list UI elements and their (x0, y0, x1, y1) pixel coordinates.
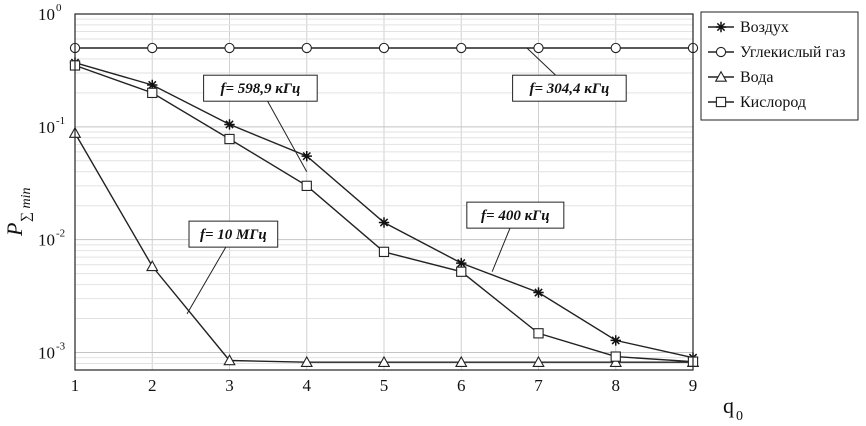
y-axis-label-group: P∑ min (2, 188, 34, 237)
axis-labels: q 0 P∑ min (2, 188, 743, 424)
data-point (532, 355, 545, 368)
plot-frame (74, 13, 694, 371)
legend: Воздух Углекислый газ Вода Кислород (700, 11, 859, 121)
annotation-leader (259, 87, 308, 172)
y-tick-label: 10 (38, 231, 55, 250)
data-point (610, 42, 621, 54)
data-point (224, 42, 235, 54)
y-axis-label-sub: ∑ min (19, 188, 34, 222)
data-point (610, 351, 621, 362)
legend-label: Кислород (740, 94, 806, 111)
x-tick-label: 8 (612, 376, 621, 395)
data-point (456, 266, 467, 277)
legend-label: Вода (740, 69, 773, 86)
x-tick-label: 9 (689, 376, 698, 395)
y-tick-label: 10 (38, 118, 55, 137)
x-axis-label: q (723, 393, 734, 418)
annotation-box (466, 201, 565, 229)
legend-label: Углекислый газ (740, 44, 845, 61)
data-point (715, 46, 727, 58)
y-tick-exponent: 0 (56, 2, 62, 14)
y-tick-exponent: -1 (56, 115, 65, 127)
data-point (714, 70, 728, 82)
data-point (378, 42, 390, 54)
series-group (68, 42, 700, 368)
data-point (378, 217, 390, 228)
x-axis-label-sub: 0 (736, 409, 743, 424)
data-point (456, 42, 467, 54)
data-point (533, 328, 544, 339)
data-point (301, 150, 312, 162)
x-tick-label: 4 (303, 376, 312, 395)
data-point (533, 42, 544, 54)
y-tick-label: 10 (38, 5, 55, 24)
data-point (146, 259, 159, 272)
data-point (377, 355, 391, 368)
annotation-text: f= 400 кГц (481, 208, 550, 224)
data-point (455, 355, 468, 368)
y-tick-label: 10 (38, 344, 55, 363)
data-point (715, 96, 727, 108)
data-point (610, 335, 621, 346)
x-tick-label: 1 (71, 376, 80, 395)
annotation-text: f= 304,4 кГц (529, 81, 609, 97)
annotation-box (188, 220, 279, 248)
x-tick-label: 7 (534, 376, 543, 395)
annotation-text: f= 10 МГц (200, 227, 267, 243)
annotation-text: f= 598,9 кГц (220, 81, 300, 97)
data-point (147, 79, 158, 91)
data-point (378, 246, 390, 258)
y-axis-label: P (2, 223, 27, 237)
annotations: f= 598,9 кГц f= 304,4 кГц f= 10 МГц f= 400 … (186, 47, 627, 315)
data-point (533, 287, 544, 298)
data-point (456, 257, 467, 269)
data-point (224, 133, 235, 145)
data-point (300, 355, 313, 368)
data-point (147, 42, 158, 54)
data-point (301, 180, 312, 191)
y-tick-exponent: -2 (56, 228, 65, 240)
data-point (223, 354, 236, 366)
legend-label: Воздух (740, 19, 789, 36)
annotation-box (512, 74, 627, 102)
x-tick-label: 6 (457, 376, 466, 395)
x-tick-label: 3 (225, 376, 234, 395)
annotation-box (203, 74, 318, 102)
data-point (715, 21, 727, 33)
data-point (224, 119, 235, 130)
data-point (147, 87, 158, 99)
y-tick-exponent: -3 (56, 341, 66, 353)
x-tick-label: 2 (148, 376, 157, 395)
data-point (301, 42, 312, 54)
x-tick-label: 5 (380, 376, 389, 395)
